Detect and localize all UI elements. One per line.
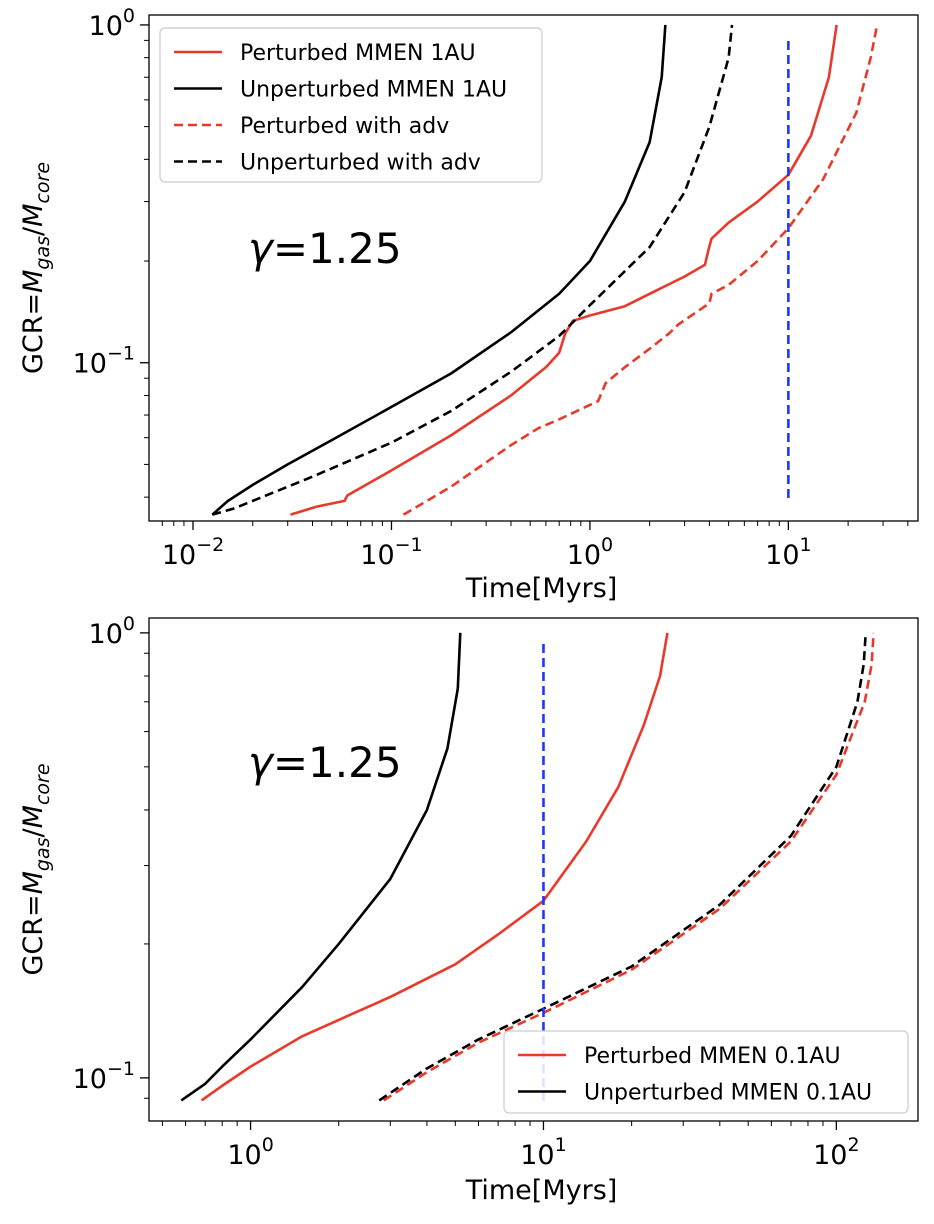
plot-frame [148, 617, 919, 1122]
x-tick-label: 101 [520, 1134, 566, 1171]
gamma-annotation: γ=1.25 [248, 738, 402, 787]
series-line [180, 632, 462, 1102]
x-axis-label: Time[Myrs] [465, 573, 618, 604]
legend: Perturbed MMEN 1AU Unperturbed MMEN 1AU Pe… [159, 27, 543, 183]
legend-entry-label: Unperturbed with adv [240, 151, 481, 176]
y-axis-label: GCR=Mgas/Mcore [18, 162, 54, 374]
y-tick-label: 100 [89, 613, 135, 650]
y-tick-label: 100 [89, 5, 135, 42]
legend: Perturbed MMEN 0.1AU Unperturbed MMEN 0.1… [503, 1030, 909, 1114]
series-line [402, 24, 879, 516]
legend-entry-label: Perturbed MMEN 1AU [240, 41, 476, 66]
series-line [378, 632, 868, 1102]
x-tick-label: 102 [813, 1134, 859, 1171]
legend-entry-label: Unperturbed MMEN 1AU [240, 78, 507, 103]
x-tick-label: 10−1 [360, 534, 422, 571]
series-line [383, 632, 875, 1102]
plot-frame [148, 14, 919, 522]
plot-area [211, 24, 879, 516]
legend-entry-label: Unperturbed MMEN 0.1AU [584, 1081, 872, 1106]
x-axis-label: Time[Myrs] [465, 1175, 618, 1206]
legend-entry-label: Perturbed MMEN 0.1AU [584, 1044, 841, 1069]
plot-area [180, 632, 875, 1102]
legend-entry-label: Perturbed with adv [240, 114, 449, 139]
series-line [290, 24, 838, 516]
x-tick-label: 10−2 [162, 534, 224, 571]
y-axis-label: GCR=Mgas/Mcore [18, 763, 54, 975]
legend-box [503, 1030, 909, 1114]
series-line [200, 632, 669, 1102]
y-tick-label: 10−1 [73, 343, 135, 380]
y-tick-label: 10−1 [73, 1058, 135, 1095]
legend-box [159, 27, 543, 183]
x-tick-label: 100 [227, 1134, 273, 1171]
chart-panel-1: 10−2 10−1 100 10110−1100Time[Myrs]GCR=Mgas/… [18, 5, 919, 604]
gamma-annotation: γ=1.25 [248, 224, 402, 273]
chart-panel-2: 100 101 102 10−1 100 Time[Myrs] GCR=Mgas/Mcore… [18, 613, 919, 1206]
x-tick-label: 100 [567, 534, 613, 571]
x-tick-label: 101 [765, 534, 811, 571]
series-line [211, 24, 667, 516]
